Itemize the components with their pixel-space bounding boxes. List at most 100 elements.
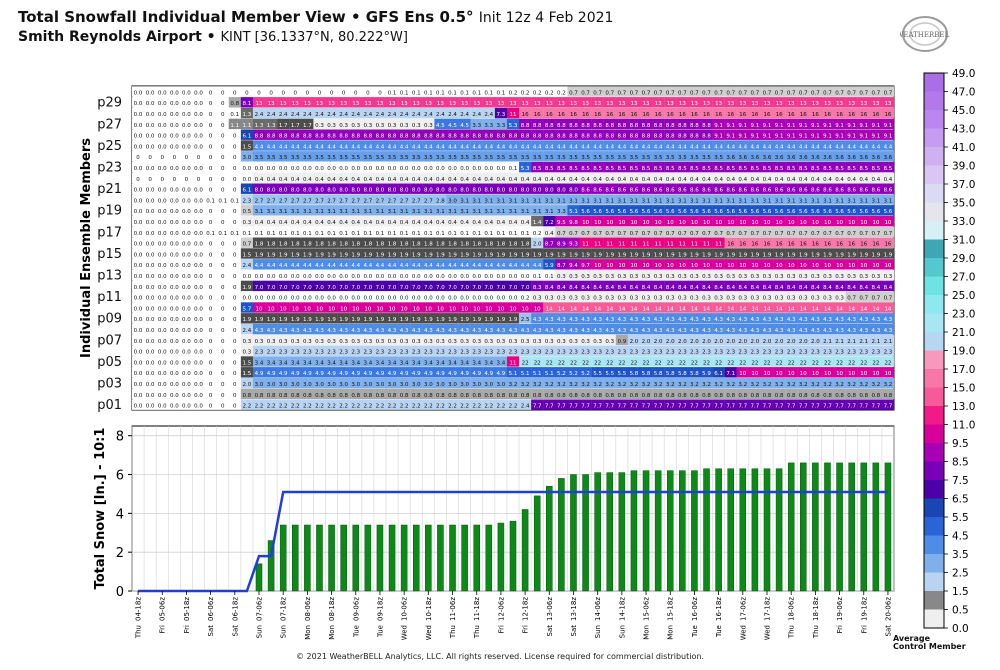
heatmap-cell-label: 4.3 xyxy=(400,328,409,334)
heatmap-cell-label: 0.0 xyxy=(134,220,143,226)
heatmap-cell-label: 5.6 xyxy=(871,209,880,215)
copyright-footer: © 2021 WeatherBELL Analytics, LLC. All r… xyxy=(296,652,704,661)
heatmap-cell xyxy=(785,107,798,119)
heatmap-cell xyxy=(748,129,762,140)
heatmap-cell xyxy=(881,313,895,324)
heatmap-cell-label: 13 xyxy=(848,101,855,107)
heatmap-cell xyxy=(373,291,387,302)
heatmap-cell-label: 0.1 xyxy=(436,231,445,237)
heatmap-cell xyxy=(180,151,193,162)
heatmap-cell xyxy=(640,194,653,205)
heatmap-cell-label: 8.0 xyxy=(279,188,288,194)
heatmap-cell xyxy=(373,356,387,367)
heatmap-frame xyxy=(131,85,895,411)
heatmap-cell-label: 5.6 xyxy=(751,209,760,215)
heatmap-cell xyxy=(325,259,338,270)
heatmap-cell-label: 4.3 xyxy=(545,317,554,323)
heatmap-cell-label: 0.0 xyxy=(134,134,143,140)
heatmap-cell xyxy=(180,345,193,356)
heatmap-cell-label: 0.8 xyxy=(472,393,481,399)
heatmap-cell-label: 5.6 xyxy=(642,209,651,215)
heatmap-cell-label: 2.7 xyxy=(400,198,409,204)
heatmap-cell-label: 4.9 xyxy=(400,371,409,377)
heatmap-cell xyxy=(869,172,883,184)
heatmap-cell xyxy=(748,118,762,130)
heatmap-cell-label: 5.6 xyxy=(666,209,675,215)
heatmap-cell xyxy=(797,183,810,194)
heatmap-cell xyxy=(833,226,846,238)
heatmap-cell xyxy=(543,377,556,389)
heatmap-cell-label: 0.3 xyxy=(521,339,530,345)
heatmap-cell xyxy=(482,334,496,346)
heatmap-cell xyxy=(349,183,362,194)
heatmap-cell-label: 0 xyxy=(221,252,225,258)
heatmap-cell xyxy=(543,118,556,130)
heatmap-cell xyxy=(567,172,580,184)
heatmap-cell-label: 13 xyxy=(643,101,650,107)
heatmap-cell xyxy=(555,237,568,248)
heatmap-cell-label: 3.1 xyxy=(460,209,469,215)
average-bar xyxy=(521,509,529,592)
heatmap-cell xyxy=(760,97,774,108)
heatmap-cell-label: 13 xyxy=(352,101,359,107)
heatmap-cell xyxy=(688,237,701,248)
colorbar-swatch xyxy=(924,350,944,370)
heatmap-cell xyxy=(785,269,798,281)
heatmap-cell-label: 0.0 xyxy=(182,274,191,280)
heatmap-cell-label: 0 xyxy=(221,382,225,388)
heatmap-cell xyxy=(640,140,653,151)
heatmap-cell xyxy=(301,205,314,216)
heatmap-cell-label: 10 xyxy=(884,371,891,377)
heatmap-cell xyxy=(204,269,217,281)
heatmap-cell-label: 14 xyxy=(860,306,867,312)
heatmap-cell xyxy=(712,107,725,119)
heatmap-cell xyxy=(652,161,665,173)
heatmap-cell xyxy=(204,345,217,356)
heatmap-cell-label: 0.0 xyxy=(170,252,179,258)
heatmap-cell-label: 4.3 xyxy=(799,328,808,334)
heatmap-cell xyxy=(555,269,568,281)
heatmap-cell xyxy=(192,107,205,119)
heatmap-cell-label: 0.3 xyxy=(751,296,760,302)
heatmap-cell xyxy=(494,215,508,227)
heatmap-cell-label: 0.3 xyxy=(339,339,348,345)
heatmap-cell xyxy=(228,129,242,140)
heatmap-cell xyxy=(337,205,350,216)
average-bar xyxy=(425,524,432,592)
heatmap-cell xyxy=(664,215,677,227)
heatmap-cell xyxy=(156,280,169,292)
heatmap-cell-label: 10 xyxy=(679,220,686,226)
heatmap-cell-label: 1.8 xyxy=(448,242,457,248)
heatmap-cell xyxy=(519,151,532,162)
heatmap-cell-label: 3.5 xyxy=(605,155,614,161)
heatmap-cell-label: 0.0 xyxy=(484,166,493,172)
heatmap-cell-label: 7.7 xyxy=(690,404,699,410)
heatmap-cell xyxy=(724,280,737,292)
heatmap-cell-label: 0.0 xyxy=(484,296,493,302)
heatmap-cell-label: 3.4 xyxy=(472,360,481,366)
heatmap-cell-label: 2.3 xyxy=(388,350,397,356)
heatmap-cell xyxy=(567,313,580,324)
heatmap-cell xyxy=(615,183,629,194)
heatmap-cell-label: 0.0 xyxy=(400,166,409,172)
heatmap-cell-label: 1.8 xyxy=(279,242,288,248)
heatmap-cell-label: 1.9 xyxy=(351,252,360,258)
heatmap-cell-label: 13 xyxy=(328,101,335,107)
heatmap-cell-label: 2.2 xyxy=(424,404,433,410)
heatmap-cell-label: 10 xyxy=(872,220,879,226)
heatmap-cell xyxy=(640,280,653,292)
heatmap-cell-label: 4.3 xyxy=(630,328,639,334)
heatmap-cell xyxy=(434,140,447,151)
heatmap-cell xyxy=(603,302,616,313)
heatmap-cell xyxy=(132,161,145,173)
heatmap-cell xyxy=(603,140,616,151)
heatmap-cell-label: 3.2 xyxy=(787,382,796,388)
heatmap-cell xyxy=(301,313,314,324)
heatmap-cell-label: 8.5 xyxy=(823,166,832,172)
heatmap-cell-label: 2.0 xyxy=(775,339,784,345)
heatmap-cell xyxy=(760,302,774,313)
heatmap-cell xyxy=(869,388,883,400)
heatmap-cell xyxy=(555,107,568,119)
heatmap-cell xyxy=(277,161,290,173)
heatmap-cell-label: 8.8 xyxy=(388,134,397,140)
